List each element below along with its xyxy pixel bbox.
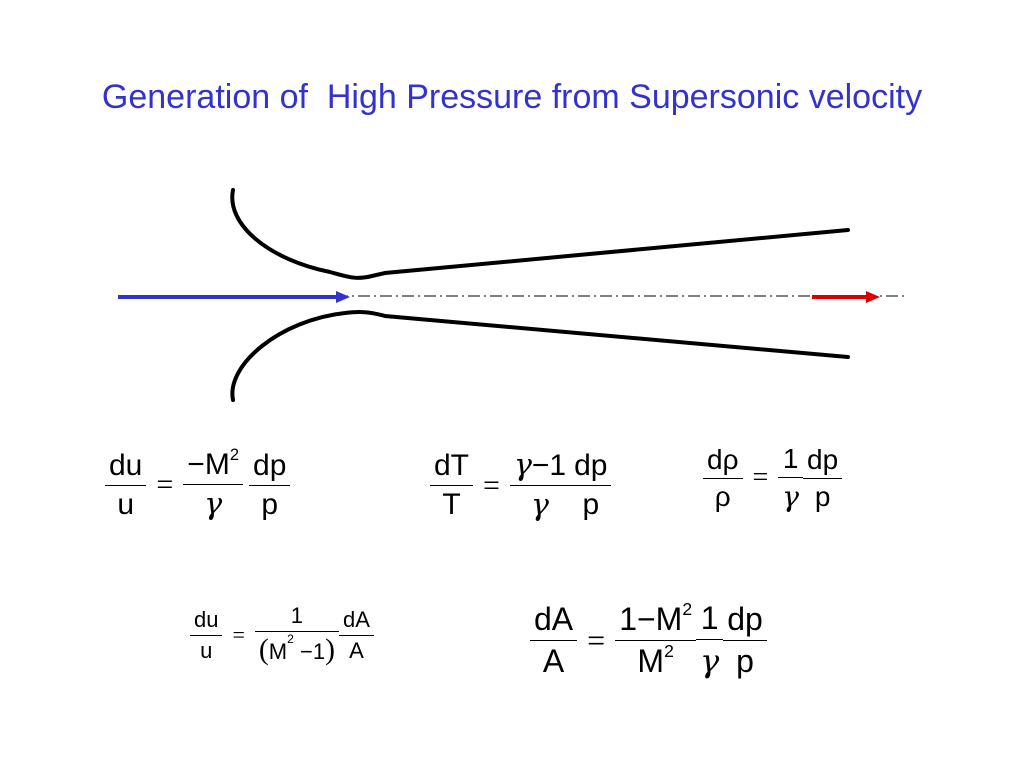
inlet-flow-arrow (118, 291, 350, 303)
slide-title: Generation of High Pressure from Superso… (101, 78, 923, 116)
velocity-pressure-equation: du u = −M2 γ dp p (105, 446, 291, 522)
velocity-area-equation: du u = 1 (M2 −1) dA A (190, 603, 374, 667)
minus-m2-over-gamma: −M2 γ (183, 446, 244, 522)
outlet-flow-arrow (812, 291, 880, 303)
density-pressure-equation: dρ ρ = 1 γ dp p (703, 443, 843, 513)
nozzle-upper-wall (230, 188, 850, 280)
temperature-pressure-equation: dT T = γ−1 γ dp p (430, 448, 612, 523)
dp-over-p: dp p (249, 449, 291, 522)
area-pressure-equation: dA A = 1−M2 M2 1 γ dp p (530, 599, 767, 680)
du-over-u: du u (105, 449, 147, 522)
nozzle-lower-wall (230, 310, 850, 402)
